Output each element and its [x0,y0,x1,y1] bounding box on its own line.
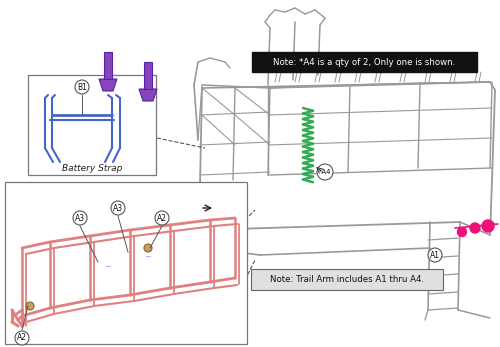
Text: Battery Strap: Battery Strap [62,163,122,172]
Circle shape [111,201,125,215]
Text: A2: A2 [157,213,167,222]
Circle shape [470,223,480,233]
Circle shape [368,282,376,290]
Polygon shape [139,89,157,101]
Circle shape [26,302,34,310]
Circle shape [15,331,29,345]
Circle shape [144,244,152,252]
Text: Note: *A4 is a qty of 2, Only one is shown.: Note: *A4 is a qty of 2, Only one is sho… [274,58,456,67]
Text: A3: A3 [75,213,85,222]
Polygon shape [99,79,117,91]
FancyBboxPatch shape [251,269,443,290]
Text: A2: A2 [17,333,27,342]
Circle shape [458,228,466,237]
Polygon shape [144,62,152,89]
Circle shape [377,278,387,288]
Text: A1: A1 [430,251,440,260]
Text: B1: B1 [77,83,87,92]
Text: A3: A3 [113,203,123,212]
Circle shape [155,211,169,225]
FancyBboxPatch shape [5,182,247,344]
Circle shape [482,220,494,232]
Circle shape [388,278,396,286]
FancyBboxPatch shape [28,75,156,175]
Text: Note: Trail Arm includes A1 thru A4.: Note: Trail Arm includes A1 thru A4. [270,275,424,284]
Text: *A4: *A4 [319,169,331,175]
FancyBboxPatch shape [252,52,477,72]
Circle shape [317,164,333,180]
Circle shape [75,80,89,94]
Circle shape [73,211,87,225]
Polygon shape [104,52,112,79]
Circle shape [428,248,442,262]
